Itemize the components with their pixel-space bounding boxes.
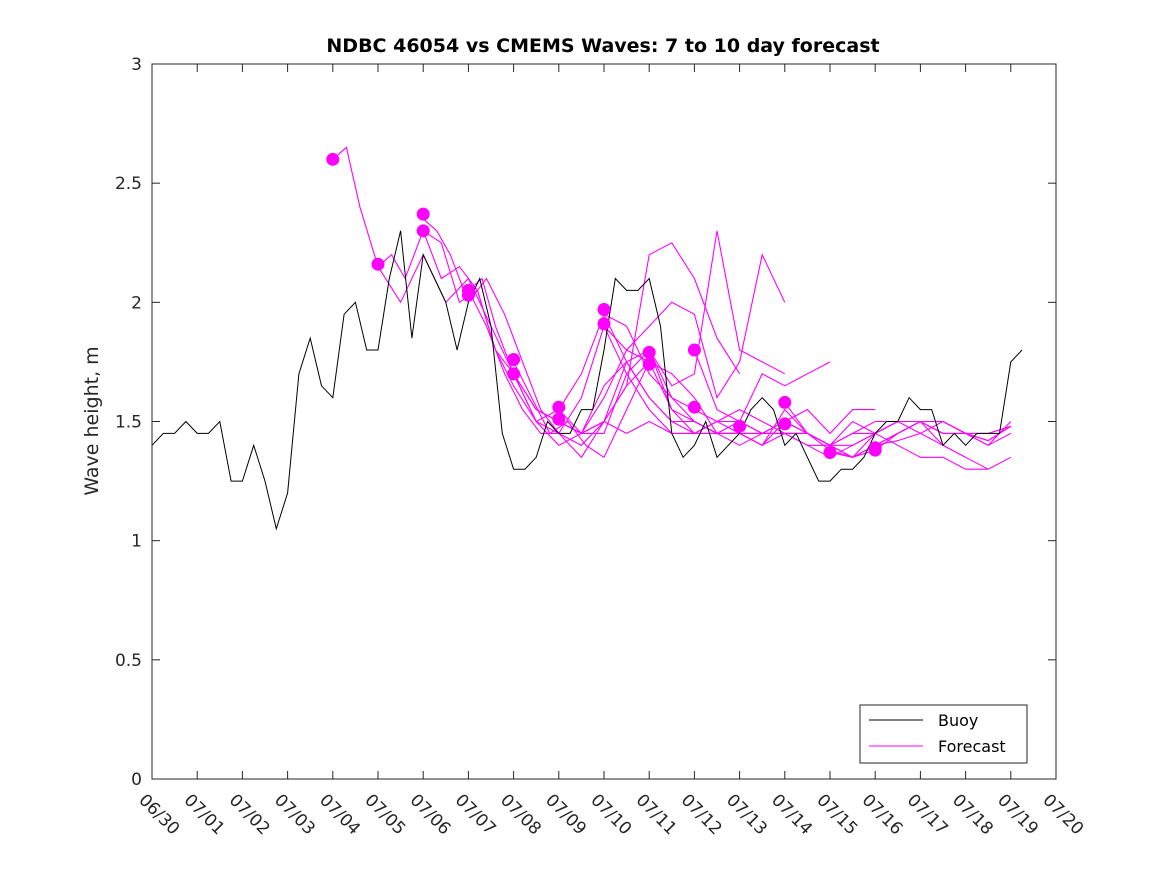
forecast-start-point [552,400,566,414]
y-tick-label: 0 [131,770,142,790]
x-tick-label: 07/20 [1038,790,1087,839]
forecast-start-point [778,395,792,409]
forecast-series-line [648,349,1012,458]
forecast-series-line [784,402,1012,458]
x-tick-label: 07/07 [451,790,500,839]
forecast-start-point [552,412,566,426]
y-tick-label: 1.5 [115,413,142,433]
forecast-series-line [693,349,1012,446]
y-tick-label: 2.5 [115,174,142,194]
buoy-series-line [151,230,1023,531]
forecast-start-point [461,288,475,302]
forecast-start-point [416,207,430,221]
forecast-start-point [597,317,611,331]
chart-title: NDBC 46054 vs CMEMS Waves: 7 to 10 day f… [326,35,879,57]
x-tick-label: 07/13 [722,790,771,839]
forecast-start-point [868,443,882,457]
x-tick-label: 07/14 [767,790,816,839]
y-tick-label: 2 [131,293,142,313]
legend-box [859,704,1028,764]
forecast-start-point [687,343,701,357]
forecast-start-point [371,257,385,271]
forecast-series-line [829,420,1012,458]
y-tick-label: 0.5 [115,651,142,671]
forecast-start-point [507,367,521,381]
forecast-start-point [823,445,837,459]
forecast-series-line [603,325,1012,470]
forecast-start-point [597,302,611,316]
legend-label-buoy: Buoy [938,711,978,730]
x-tick-label: 07/02 [225,790,274,839]
forecast-start-point [507,353,521,367]
legend: Buoy Forecast [859,704,1028,764]
forecast-start-point [687,400,701,414]
x-tick-label: 07/17 [903,790,952,839]
forecast-start-point [642,345,656,359]
x-tick-label: 07/06 [406,790,455,839]
legend-label-forecast: Forecast [938,737,1006,756]
forecast-start-point [326,152,340,166]
forecast-series-line [422,230,786,435]
forecast-series-line [468,230,786,434]
forecast-start-point [642,357,656,371]
x-tick-label: 07/11 [632,790,681,839]
forecast-series-line [467,290,831,459]
forecast-series-line [558,361,966,458]
x-tick-label: 07/05 [360,790,409,839]
x-tick-label: 07/01 [180,790,229,839]
forecast-start-point [416,224,430,238]
forecast-start-point [778,417,792,431]
x-tick-label: 07/15 [812,790,861,839]
forecast-series-line [332,146,650,435]
x-tick-label: 07/09 [541,790,590,839]
x-tick-label: 07/08 [496,790,545,839]
forecast-series-line [513,361,876,459]
x-tick-label: 07/03 [270,790,319,839]
y-axis-label: Wave height, m [81,346,103,495]
x-tick-label: 07/12 [677,790,726,839]
forecast-start-point [733,419,747,433]
x-tick-label: 06/30 [134,790,183,839]
x-tick-label: 07/04 [315,790,364,839]
y-tick-label: 3 [131,55,142,75]
y-tick-label: 1 [131,532,142,552]
x-tick-label: 07/18 [948,790,997,839]
x-tick-label: 07/10 [586,790,635,839]
x-tick-label: 07/19 [993,790,1042,839]
x-tick-label: 07/16 [858,790,907,839]
